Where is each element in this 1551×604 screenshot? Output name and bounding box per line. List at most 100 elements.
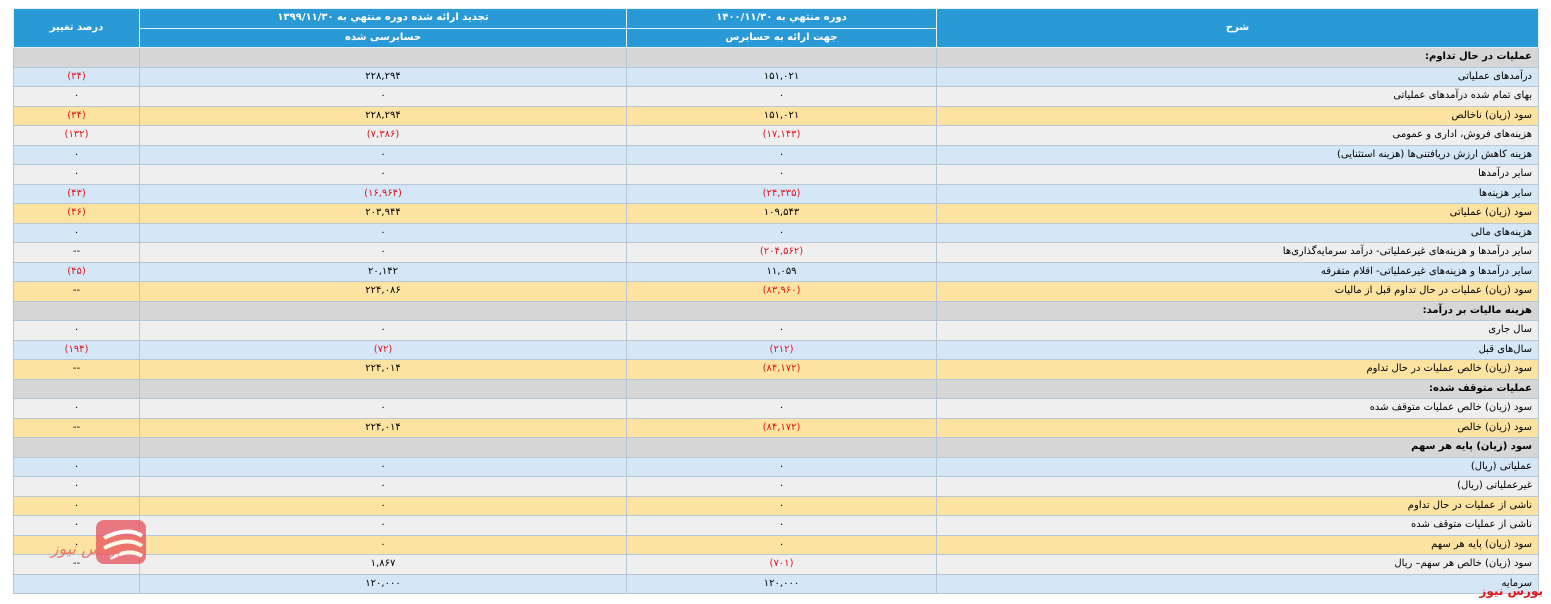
row-label: سود (زیان) خالص عملیات در حال تداوم bbox=[936, 359, 1539, 380]
value-cell: ۰ bbox=[626, 398, 937, 419]
value-cell: ۰ bbox=[13, 144, 140, 165]
value-cell: ۰ bbox=[139, 222, 627, 243]
row-label: هزینه‌های مالی bbox=[936, 222, 1539, 243]
value-cell: ۲۲۴,۰۱۴ bbox=[139, 359, 627, 380]
row-label: سایر درآمدها و هزینه‌های غیرعملیاتی- درآ… bbox=[936, 242, 1539, 263]
value-cell: ۱۰۹,۵۴۳ bbox=[626, 203, 937, 224]
row-label: سود (زیان) خالص هر سهم– ریال bbox=[936, 554, 1539, 575]
data-row: عملیاتی (ریال) ۰ ۰ ۰ bbox=[13, 456, 1539, 477]
logo: بورس نیوز bbox=[49, 520, 146, 564]
value-cell: (۴۵) bbox=[13, 261, 140, 282]
header-row: جهت ارائه به حسابرس حسابرسی شده bbox=[14, 27, 1539, 48]
section-label: سود (زیان) پایه هر سهم bbox=[936, 437, 1539, 458]
empty-cell bbox=[13, 378, 140, 399]
value-cell: ۲۲۴,۰۸۶ bbox=[139, 281, 627, 302]
header-cell: جهت ارائه به حسابرس bbox=[626, 27, 937, 48]
value-cell: (۱۳۲) bbox=[13, 125, 140, 146]
row-label: سایر درآمدها و هزینه‌های غیرعملیاتی- اقل… bbox=[936, 261, 1539, 282]
row-label: سود (زیان) ناخالص bbox=[936, 105, 1539, 126]
value-cell: ۰ bbox=[139, 320, 627, 341]
value-cell: ۰ bbox=[626, 534, 937, 555]
section-label: عملیات در حال تداوم: bbox=[936, 47, 1539, 68]
data-row: سود (زیان) خالص هر سهم– ریال (۷۰۱) ۱,۸۶۷ -- bbox=[13, 554, 1539, 575]
empty-cell bbox=[13, 437, 140, 458]
row-label: سود (زیان) عملیات در حال تداوم قبل از ما… bbox=[936, 281, 1539, 302]
data-row: سود (زیان) عملیات در حال تداوم قبل از ما… bbox=[13, 281, 1539, 302]
value-cell: (۴۳) bbox=[13, 183, 140, 204]
row-label: سایر هزینه‌ها bbox=[936, 183, 1539, 204]
value-cell: (۳۴) bbox=[13, 105, 140, 126]
value-cell: ۱۱,۰۵۹ bbox=[626, 261, 937, 282]
value-cell: (۲۴,۳۳۵) bbox=[626, 183, 937, 204]
value-cell: (۴۶) bbox=[13, 203, 140, 224]
header-row: شرح دوره منتهي به ۱۴۰۰/۱۱/۳۰ تجدید ارائه… bbox=[13, 8, 1539, 48]
value-cell: ۲۰۳,۹۴۴ bbox=[139, 203, 627, 224]
row-label: سال جاری bbox=[936, 320, 1539, 341]
data-row: سال‌های قبل (۲۱۲) (۷۲) (۱۹۴) bbox=[13, 339, 1539, 360]
row-label: سود (زیان) خالص عملیات متوقف شده bbox=[936, 398, 1539, 419]
data-row: سود (زیان) خالص عملیات در حال تداوم (۸۴,۱… bbox=[13, 359, 1539, 380]
data-row: ناشی از عملیات متوقف شده ۰ ۰ ۰ bbox=[13, 515, 1539, 536]
data-row: سود (زیان) خالص (۸۴,۱۷۲) ۲۲۴,۰۱۴ -- bbox=[13, 417, 1539, 438]
data-row: بهای تمام شده درآمدهای عملیاتی ۰ ۰ ۰ bbox=[13, 86, 1539, 107]
value-cell: ۰ bbox=[13, 476, 140, 497]
row-label: سایر درآمدها bbox=[936, 164, 1539, 185]
logo-text: بورس نیوز bbox=[49, 539, 122, 558]
section-row: عملیات متوقف شده: bbox=[13, 378, 1539, 399]
row-label: سود (زیان) پایه هر سهم bbox=[936, 534, 1539, 555]
data-row: درآمدهای عملیاتی ۱۵۱,۰۲۱ ۲۲۸,۲۹۴ (۳۴) bbox=[13, 66, 1539, 87]
table-body: عملیات در حال تداوم: درآمدهای عملیاتی ۱۵۱,… bbox=[13, 47, 1539, 594]
value-cell: (۷۲) bbox=[139, 339, 627, 360]
value-cell: ۰ bbox=[626, 495, 937, 516]
value-cell: ۰ bbox=[626, 86, 937, 107]
row-label: سود (زیان) خالص bbox=[936, 417, 1539, 438]
data-row: هزینه کاهش ارزش دریافتنی‌ها (هزینه استثن… bbox=[13, 144, 1539, 165]
value-cell: (۱۶,۹۶۴) bbox=[139, 183, 627, 204]
data-row: هزینه‌های مالی ۰ ۰ ۰ bbox=[13, 222, 1539, 243]
value-cell: ۰ bbox=[626, 164, 937, 185]
value-cell: (۷,۳۸۶) bbox=[139, 125, 627, 146]
data-row: سایر هزینه‌ها (۲۴,۳۳۵) (۱۶,۹۶۴) (۴۳) bbox=[13, 183, 1539, 204]
value-cell: (۸۴,۱۷۲) bbox=[626, 417, 937, 438]
data-row: هزینه‌های فروش، اداری و عمومی (۱۷,۱۴۳) (۷,… bbox=[13, 125, 1539, 146]
section-label: هزینه مالیات بر درآمد: bbox=[936, 300, 1539, 321]
data-row: سود (زیان) ناخالص ۱۵۱,۰۲۱ ۲۲۸,۲۹۴ (۳۴) bbox=[13, 105, 1539, 126]
value-cell: -- bbox=[13, 242, 140, 263]
value-cell: -- bbox=[13, 281, 140, 302]
data-row: سایر درآمدها ۰ ۰ ۰ bbox=[13, 164, 1539, 185]
value-cell: ۱۵۱,۰۲۱ bbox=[626, 105, 937, 126]
value-cell: ۱,۸۶۷ bbox=[139, 554, 627, 575]
section-row: عملیات در حال تداوم: bbox=[13, 47, 1539, 68]
row-label: درآمدهای عملیاتی bbox=[936, 66, 1539, 87]
value-cell: ۰ bbox=[13, 495, 140, 516]
value-cell: ۲۰,۱۴۲ bbox=[139, 261, 627, 282]
empty-cell bbox=[626, 47, 937, 68]
value-cell: ۰ bbox=[13, 398, 140, 419]
row-label: سود (زیان) عملیاتی bbox=[936, 203, 1539, 224]
row-label: عملیاتی (ریال) bbox=[936, 456, 1539, 477]
data-row: سود (زیان) پایه هر سهم ۰ ۰ ۰ bbox=[13, 534, 1539, 555]
header-cell: شرح bbox=[936, 8, 1539, 48]
financial-table: شرح دوره منتهي به ۱۴۰۰/۱۱/۳۰ تجدید ارائه… bbox=[13, 8, 1539, 594]
header-cell: تجدید ارائه شده دوره منتهي به ۱۳۹۹/۱۱/۳۰ bbox=[139, 8, 627, 29]
row-label: هزینه‌های فروش، اداری و عمومی bbox=[936, 125, 1539, 146]
value-cell: ۱۵۱,۰۲۱ bbox=[626, 66, 937, 87]
empty-cell bbox=[13, 300, 140, 321]
row-label: بهای تمام شده درآمدهای عملیاتی bbox=[936, 86, 1539, 107]
value-cell: (۳۴) bbox=[13, 66, 140, 87]
value-cell: ۰ bbox=[626, 456, 937, 477]
empty-cell bbox=[139, 378, 627, 399]
value-cell: ۰ bbox=[139, 476, 627, 497]
logo-stripes bbox=[103, 529, 144, 560]
value-cell: (۷۰۱) bbox=[626, 554, 937, 575]
empty-cell bbox=[13, 47, 140, 68]
row-label: سال‌های قبل bbox=[936, 339, 1539, 360]
row-label: غیرعملیاتی (ریال) bbox=[936, 476, 1539, 497]
value-cell: ۲۲۴,۰۱۴ bbox=[139, 417, 627, 438]
value-cell: (۸۴,۱۷۲) bbox=[626, 359, 937, 380]
value-cell: ۰ bbox=[139, 515, 627, 536]
data-row: سود (زیان) عملیاتی ۱۰۹,۵۴۳ ۲۰۳,۹۴۴ (۴۶) bbox=[13, 203, 1539, 224]
empty-cell bbox=[626, 437, 937, 458]
empty-cell bbox=[139, 47, 627, 68]
empty-cell bbox=[13, 573, 140, 594]
